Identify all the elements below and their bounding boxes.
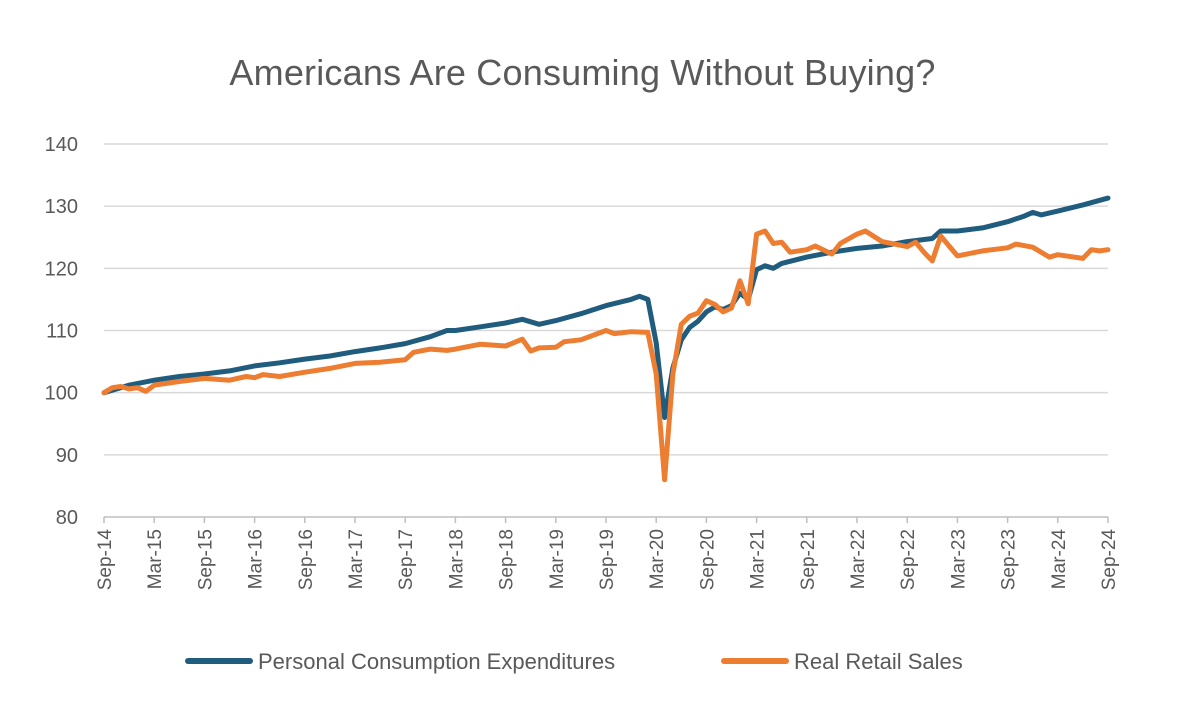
y-tick-label: 110: [46, 321, 78, 343]
x-tick-label: Sep-20: [697, 529, 718, 590]
x-tick-label: Sep-17: [396, 529, 417, 590]
legend: Personal Consumption Expenditures Real Re…: [185, 649, 963, 674]
x-tick-label: Sep-16: [296, 529, 317, 590]
x-tick-label: Mar-20: [647, 529, 668, 589]
x-tick-label: Sep-14: [95, 529, 116, 591]
series-line-retail-sales: [101, 228, 1111, 483]
x-tick-label: Mar-22: [848, 529, 869, 589]
y-tick-label: 100: [45, 383, 78, 405]
series-layer: [101, 195, 1111, 483]
legend-item-retail-sales: Real Retail Sales: [721, 649, 963, 674]
x-tick-label: Mar-18: [446, 529, 467, 589]
x-tick-label: Sep-22: [898, 529, 919, 590]
grid-lines: [104, 143, 1108, 456]
legend-item-pce: Personal Consumption Expenditures: [185, 649, 615, 674]
x-tick-label: Mar-23: [948, 529, 969, 589]
legend-label: Personal Consumption Expenditures: [258, 649, 615, 674]
x-tick-label: Mar-15: [145, 529, 166, 589]
y-axis: 80 90 100 110 120 130 140: [45, 134, 78, 529]
x-tick-label: Sep-19: [597, 529, 618, 590]
x-tick-label: Mar-16: [246, 529, 267, 589]
x-axis: Sep-14 Mar-15 Sep-15 Mar-16 Sep-16 Mar-17 Sep-…: [95, 516, 1120, 591]
y-tick-label: 140: [45, 134, 78, 156]
x-tick-label: Mar-24: [1049, 529, 1070, 590]
x-tick-label: Mar-21: [748, 529, 769, 589]
x-tick-label: Sep-21: [798, 529, 819, 590]
x-tick-label: Sep-23: [999, 529, 1020, 590]
x-tick-label: Mar-19: [547, 529, 568, 589]
y-tick-label: 120: [45, 258, 78, 280]
x-tick-label: Sep-18: [497, 529, 518, 590]
series-line-pce: [101, 195, 1111, 420]
chart-title: Americans Are Consuming Without Buying?: [229, 52, 936, 93]
legend-label: Real Retail Sales: [794, 649, 963, 674]
y-tick-label: 130: [45, 196, 78, 218]
x-tick-label: Sep-15: [195, 529, 216, 590]
y-tick-label: 90: [56, 445, 78, 467]
x-tick-label: Mar-17: [346, 529, 367, 589]
x-tick-label: Sep-24: [1099, 529, 1120, 591]
y-tick-label: 80: [56, 507, 78, 529]
